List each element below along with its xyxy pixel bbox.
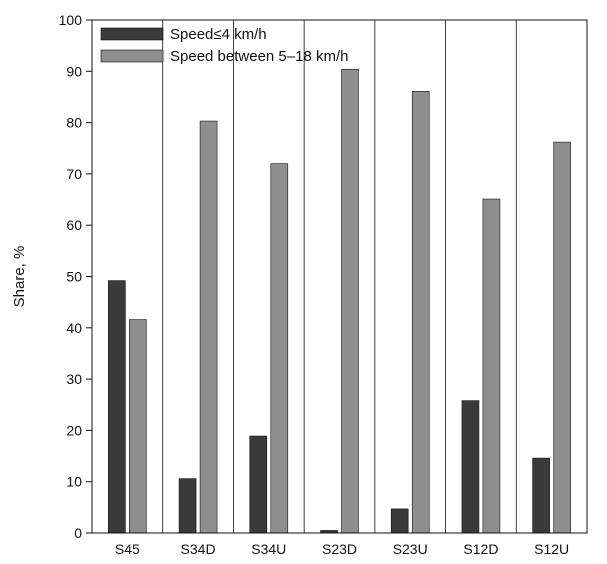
y-tick-label: 30 — [66, 371, 82, 387]
bar — [390, 508, 409, 534]
legend-swatch — [100, 27, 164, 41]
y-tick-label: 70 — [66, 166, 82, 182]
legend-label: Speed≤4 km/h — [170, 26, 267, 43]
x-tick-label: S34U — [251, 541, 286, 557]
x-tick-label: S23D — [322, 541, 357, 557]
y-tick-label: 20 — [66, 422, 82, 438]
y-tick-label: 10 — [66, 474, 82, 490]
x-tick-label: S34D — [181, 541, 216, 557]
y-tick-label: 90 — [66, 63, 82, 79]
y-tick-label: 40 — [66, 320, 82, 336]
y-tick-label: 60 — [66, 217, 82, 233]
bars — [108, 68, 571, 534]
bar — [482, 198, 501, 534]
bar — [129, 319, 147, 534]
x-tick-label: S23U — [393, 541, 428, 557]
y-tick-label: 50 — [66, 269, 82, 285]
x-tick-label: S45 — [115, 541, 140, 557]
x-tick-label: S12U — [534, 541, 569, 557]
bar — [341, 68, 359, 534]
bar — [178, 478, 197, 534]
legend: Speed≤4 km/h Speed between 5–18 km/h — [100, 26, 348, 65]
x-tick-label: S12D — [463, 541, 498, 557]
plot-frame — [91, 19, 588, 534]
bar — [249, 435, 268, 534]
bar — [553, 141, 571, 534]
legend-swatch — [100, 49, 164, 63]
bar — [108, 280, 126, 534]
y-axis-ticks: 0 10 20 30 40 50 60 70 80 90 100 — [59, 12, 92, 541]
x-axis-ticks: S45 S34D S34U S23D S23U S12D S12U — [115, 541, 569, 557]
grid-lines — [162, 20, 517, 533]
bar — [532, 457, 550, 534]
bar — [199, 120, 218, 534]
bar — [411, 91, 430, 534]
legend-label: Speed between 5–18 km/h — [170, 48, 348, 65]
y-axis-label: Share, % — [11, 246, 28, 308]
y-tick-label: 100 — [59, 12, 83, 28]
bar — [270, 163, 289, 534]
y-tick-label: 80 — [66, 115, 82, 131]
bar — [461, 400, 480, 534]
y-tick-label: 0 — [74, 525, 82, 541]
